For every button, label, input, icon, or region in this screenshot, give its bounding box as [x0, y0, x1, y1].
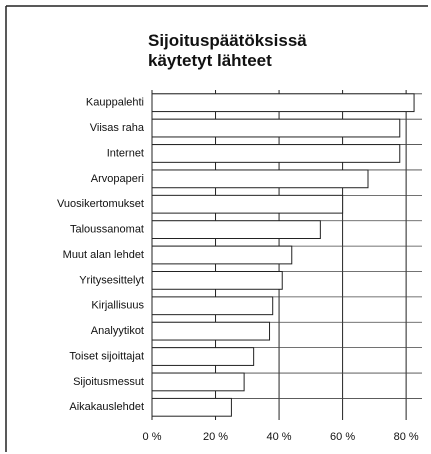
bar [151, 169, 369, 189]
bar [151, 347, 255, 366]
y-tick-label: Arvopaperi [91, 173, 144, 185]
bar [151, 144, 401, 163]
y-tick-label: Toiset sijoittajat [69, 350, 144, 362]
y-tick-label: Taloussanomat [70, 224, 144, 236]
y-tick-label: Internet [107, 147, 144, 159]
y-tick-label: Muut alan lehdet [63, 249, 144, 261]
x-tick-label: 60 % [330, 431, 355, 443]
y-tick-label: Aikakauslehdet [69, 401, 144, 413]
bar [151, 245, 293, 265]
x-tick-label: 0 % [143, 431, 162, 443]
x-tick-label: 20 % [203, 431, 228, 443]
bar [151, 271, 283, 290]
x-tick-label: 40 % [267, 431, 292, 443]
bar [151, 194, 344, 214]
y-tick-label: Vuosikertomukset [57, 198, 144, 210]
x-tick-label: 80 % [394, 431, 419, 443]
y-tick-label: Sijoitusmessut [73, 376, 144, 388]
y-tick-label: Analyytikot [91, 325, 144, 337]
chart-title: Sijoituspäätöksissä [148, 31, 307, 50]
chart-title: käytetyt lähteet [148, 51, 272, 70]
bar [151, 118, 401, 138]
y-tick-label: Kirjallisuus [91, 300, 144, 312]
bar [151, 372, 245, 392]
bar [151, 296, 274, 316]
bar [151, 220, 321, 240]
y-tick-label: Yritysesittelyt [79, 274, 144, 286]
bar [151, 397, 232, 417]
bar [151, 93, 415, 113]
bar [151, 321, 271, 341]
y-tick-label: Viisas raha [90, 122, 145, 134]
y-tick-label: Kauppalehti [86, 97, 144, 109]
